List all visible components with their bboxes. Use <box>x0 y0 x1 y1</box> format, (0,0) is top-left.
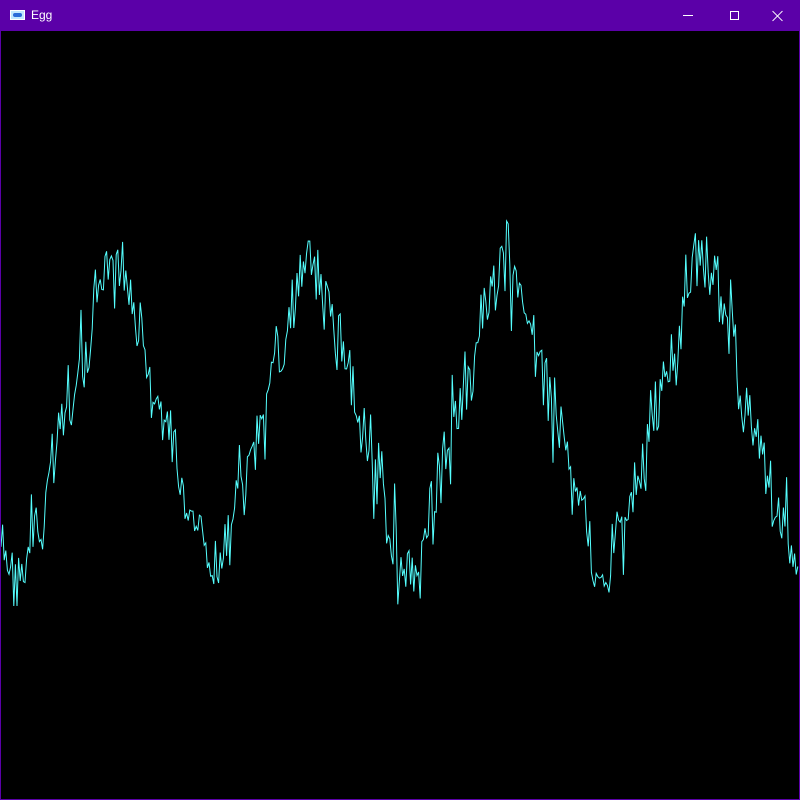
maximize-button[interactable] <box>711 0 757 31</box>
window-title: Egg <box>31 8 53 22</box>
maximize-icon <box>729 11 739 20</box>
fractal-wave-graphic <box>1 219 799 607</box>
app-window-icon[interactable] <box>10 10 25 20</box>
drawing-canvas <box>1 31 799 799</box>
minimize-button[interactable] <box>665 0 711 31</box>
close-icon <box>772 10 784 22</box>
wave-line <box>1 219 799 607</box>
close-button[interactable] <box>755 0 800 31</box>
minimize-icon <box>683 15 693 16</box>
title-bar[interactable]: Egg <box>1 0 800 31</box>
